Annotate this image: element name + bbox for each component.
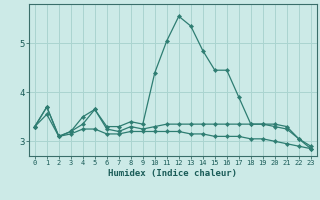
X-axis label: Humidex (Indice chaleur): Humidex (Indice chaleur) xyxy=(108,169,237,178)
